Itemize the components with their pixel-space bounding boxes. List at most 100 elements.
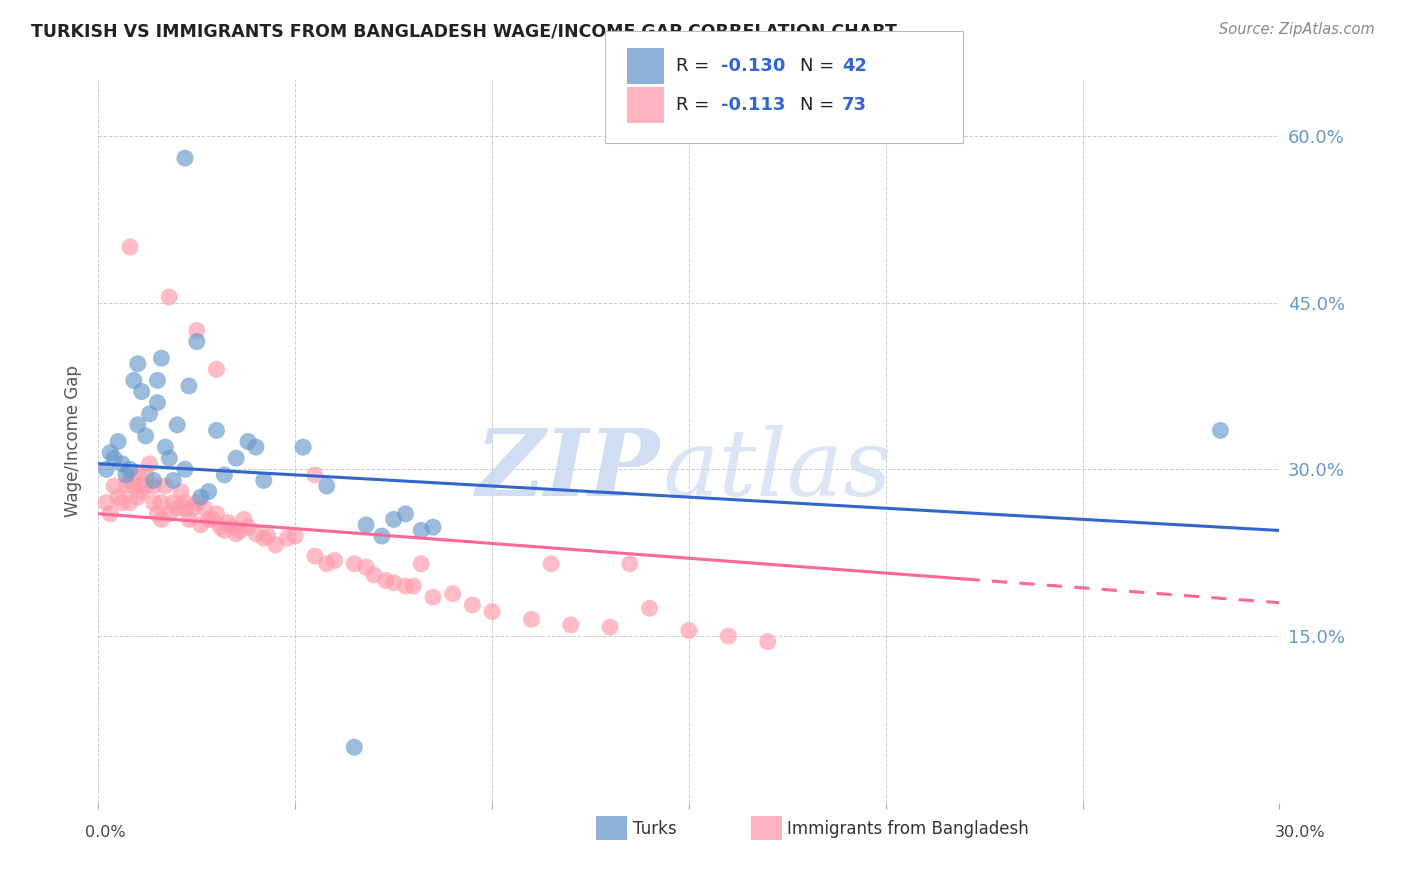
Point	[315, 479, 337, 493]
Text: Immigrants from Bangladesh: Immigrants from Bangladesh	[787, 820, 1029, 838]
Point	[127, 357, 149, 371]
Point	[174, 496, 197, 510]
Text: 0.0%: 0.0%	[86, 825, 125, 839]
Point	[205, 362, 228, 376]
Text: N =: N =	[800, 96, 839, 114]
Point	[256, 529, 278, 543]
Point	[135, 467, 157, 482]
Point	[284, 529, 307, 543]
Point	[678, 624, 700, 638]
Point	[236, 520, 259, 534]
Point	[394, 507, 416, 521]
Point	[111, 496, 134, 510]
Point	[354, 517, 377, 532]
Point	[205, 424, 228, 438]
Point	[481, 605, 503, 619]
Point	[115, 467, 138, 482]
Point	[174, 462, 197, 476]
Point	[371, 529, 394, 543]
Point	[411, 557, 433, 571]
Point	[264, 538, 287, 552]
Text: 42: 42	[842, 57, 868, 75]
Point	[315, 557, 337, 571]
Point	[174, 501, 197, 516]
Point	[142, 479, 165, 493]
Point	[304, 467, 326, 482]
Point	[233, 512, 256, 526]
Point	[122, 479, 145, 493]
Point	[1209, 424, 1232, 438]
Point	[118, 240, 141, 254]
Point	[441, 587, 464, 601]
Point	[103, 479, 125, 493]
Text: ZIP: ZIP	[475, 425, 659, 516]
Text: 73: 73	[842, 96, 868, 114]
Point	[98, 445, 121, 459]
Point	[190, 490, 212, 504]
Point	[186, 334, 208, 349]
Point	[150, 496, 173, 510]
Text: 30.0%: 30.0%	[1275, 825, 1326, 839]
Point	[717, 629, 740, 643]
Point	[142, 496, 165, 510]
Point	[540, 557, 562, 571]
Point	[96, 496, 118, 510]
Point	[138, 457, 160, 471]
Point	[166, 417, 188, 432]
Point	[107, 434, 129, 449]
Point	[146, 507, 169, 521]
Y-axis label: Wage/Income Gap: Wage/Income Gap	[65, 366, 83, 517]
Point	[157, 290, 180, 304]
Point	[122, 373, 145, 387]
Point	[138, 407, 160, 421]
Point	[170, 484, 193, 499]
Text: Source: ZipAtlas.com: Source: ZipAtlas.com	[1219, 22, 1375, 37]
Point	[197, 512, 219, 526]
Point	[292, 440, 315, 454]
Point	[374, 574, 396, 588]
Point	[619, 557, 641, 571]
Point	[205, 507, 228, 521]
Point	[245, 440, 267, 454]
Point	[422, 590, 444, 604]
Point	[162, 496, 184, 510]
Point	[190, 517, 212, 532]
Point	[107, 490, 129, 504]
Point	[214, 524, 236, 538]
Point	[221, 520, 243, 534]
Point	[118, 462, 141, 476]
Point	[229, 524, 252, 538]
Point	[131, 484, 153, 499]
Point	[135, 479, 157, 493]
Point	[131, 384, 153, 399]
Point	[96, 462, 118, 476]
Text: Turks: Turks	[633, 820, 676, 838]
Point	[155, 440, 177, 454]
Point	[146, 373, 169, 387]
Point	[411, 524, 433, 538]
Point	[118, 496, 141, 510]
Text: -0.130: -0.130	[721, 57, 786, 75]
Point	[209, 520, 232, 534]
Point	[599, 620, 621, 634]
Point	[422, 520, 444, 534]
Point	[103, 451, 125, 466]
Point	[135, 429, 157, 443]
Point	[142, 474, 165, 488]
Point	[363, 568, 385, 582]
Point	[756, 634, 779, 648]
Text: atlas: atlas	[664, 425, 893, 516]
Point	[214, 467, 236, 482]
Text: R =: R =	[676, 96, 716, 114]
Point	[157, 451, 180, 466]
Point	[174, 151, 197, 165]
Point	[560, 618, 582, 632]
Point	[402, 579, 425, 593]
Point	[343, 557, 366, 571]
Point	[253, 474, 276, 488]
Point	[150, 351, 173, 366]
Point	[146, 395, 169, 409]
Point	[186, 323, 208, 337]
Text: -0.113: -0.113	[721, 96, 786, 114]
Point	[177, 379, 200, 393]
